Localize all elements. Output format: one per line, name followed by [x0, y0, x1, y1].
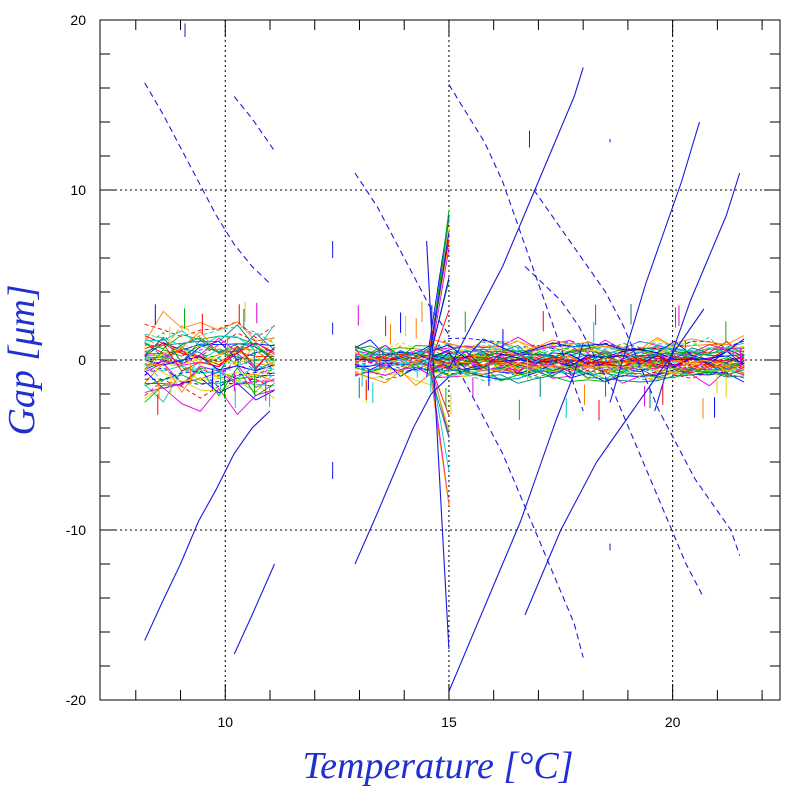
bundle-trace: [144, 362, 275, 379]
bundle-trace: [430, 356, 745, 369]
y-axis-title: Gap [μm]: [1, 284, 43, 435]
bundle-trace: [430, 335, 745, 352]
tick-labels: 10 15 20 -20 -10 0 10 20: [66, 12, 681, 730]
fan-trace: [428, 310, 450, 369]
bundle-trace: [144, 359, 275, 382]
trend-line: [354, 376, 450, 565]
bundle-trace: [430, 342, 745, 361]
bundle-trace: [354, 358, 432, 366]
bundle-traces: [144, 23, 745, 551]
bundle-trace: [144, 331, 275, 366]
fan-trace: [428, 368, 450, 438]
bundle-trace: [430, 365, 745, 380]
trend-line: [144, 410, 271, 641]
trend-line: [448, 342, 584, 692]
bundle-trace: [354, 357, 432, 368]
bundle-trace: [144, 357, 275, 393]
y-tick-label: 0: [78, 352, 86, 368]
bundle-trace: [354, 351, 432, 363]
bundle-trace: [430, 349, 745, 369]
bundle-trace: [354, 344, 432, 357]
bundle-trace: [430, 350, 745, 373]
bundle-trace: [144, 349, 275, 367]
bundle-trace: [144, 365, 275, 386]
bundle-trace: [144, 310, 275, 343]
bundle-trace: [430, 338, 745, 361]
bundle-trace: [144, 343, 275, 372]
trend-line: [654, 172, 741, 412]
bundle-trace: [354, 363, 432, 374]
bundle-trace: [144, 320, 275, 339]
fan-trace: [428, 360, 449, 363]
bundle-trace: [354, 339, 432, 356]
bundle-trace: [354, 371, 432, 386]
y-tick-label: 20: [70, 12, 86, 28]
bundle-trace: [430, 358, 745, 376]
bundle-trace: [354, 366, 432, 376]
bundle-trace: [354, 347, 432, 359]
bundle-trace: [430, 343, 745, 362]
trend-line: [233, 96, 275, 152]
trend-line: [426, 240, 450, 650]
bundle-trace: [144, 336, 275, 364]
bundle-trace: [144, 332, 275, 359]
trend-line: [426, 232, 450, 378]
bundle-trace: [430, 337, 745, 352]
bundle-trace: [431, 340, 745, 363]
y-tick-label: -20: [66, 692, 86, 708]
bundle-trace: [144, 331, 275, 366]
y-tick-label: -10: [66, 522, 86, 538]
fan-trace: [428, 355, 450, 362]
x-tick-label: 20: [665, 714, 681, 730]
bundle-trace: [144, 370, 275, 388]
bundle-trace: [144, 356, 275, 372]
bundle-trace: [144, 324, 275, 352]
trend-line: [448, 67, 584, 369]
bundle-trace: [144, 370, 275, 401]
bundle-trace: [430, 340, 745, 358]
x-tick-label: 10: [217, 714, 233, 730]
trend-line: [524, 266, 705, 599]
bundle-trace: [354, 359, 432, 368]
trend-line: [524, 308, 705, 616]
axis-ticks: [100, 19, 780, 701]
bundle-trace: [144, 348, 275, 384]
trend-line: [448, 351, 584, 658]
trend-line: [533, 189, 741, 556]
bundle-trace: [431, 354, 745, 369]
trend-series: [144, 67, 741, 692]
trend-line: [354, 172, 450, 335]
trend-line: [233, 563, 276, 655]
trend-line: [448, 84, 584, 412]
x-tick-label: 15: [441, 714, 457, 730]
bundle-trace: [431, 358, 745, 374]
fan-trace: [428, 352, 450, 369]
bundle-trace: [144, 334, 275, 361]
bundle-trace: [431, 353, 745, 370]
bundle-trace: [144, 366, 275, 403]
bundle-trace: [430, 366, 745, 382]
bundle-trace: [354, 353, 432, 365]
bundle-trace: [144, 387, 275, 416]
bundle-trace: [430, 340, 745, 362]
fan-trace: [428, 363, 450, 506]
x-axis-title: Temperature [°C]: [302, 745, 573, 787]
bundle-trace: [354, 369, 432, 386]
y-tick-label: 10: [70, 182, 86, 198]
bundle-trace: [354, 364, 432, 381]
bundle-trace: [430, 354, 745, 374]
bundle-trace: [430, 336, 745, 359]
bundle-trace: [144, 351, 275, 375]
trend-line: [609, 121, 701, 403]
bundle-trace: [354, 353, 432, 362]
fan-trace: [428, 353, 450, 472]
bundle-trace: [144, 341, 275, 375]
bundle-trace: [430, 366, 745, 384]
trend-line: [144, 82, 271, 284]
bundle-trace: [354, 354, 432, 365]
